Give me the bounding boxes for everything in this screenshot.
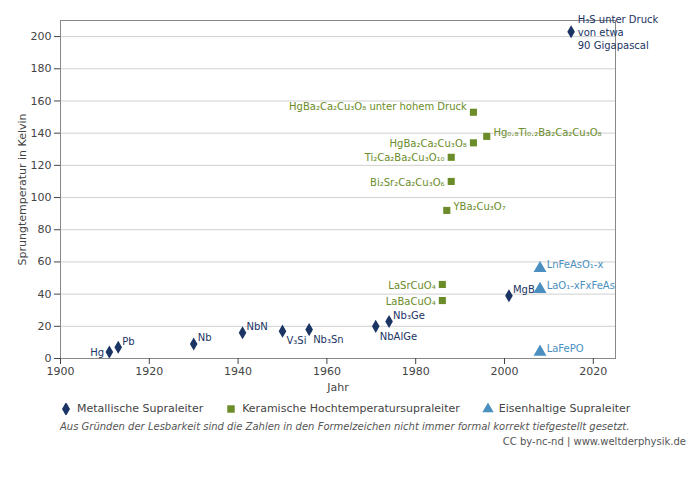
svg-text:100: 100 <box>31 191 52 204</box>
svg-text:20: 20 <box>38 320 52 333</box>
svg-text:200: 200 <box>31 30 52 43</box>
html-text:Eisenhaltige Supraleiter: Eisenhaltige Supraleiter <box>498 402 631 415</box>
svg-text:YBa₂Cu₃O₇: YBa₂Cu₃O₇ <box>452 201 505 212</box>
svg-text:LaFePO: LaFePO <box>547 343 584 354</box>
svg-text:H₃S unter Druckvon etwa90 Giga: H₃S unter Druckvon etwa90 Gigapascal <box>578 14 659 51</box>
html-text:CC by-nc-nd | www.weltderphysi: CC by-nc-nd | www.weltderphysik.de <box>502 436 686 447</box>
svg-text:Sprungtemperatur in Kelvin: Sprungtemperatur in Kelvin <box>16 113 29 265</box>
svg-text:Ti₂Ca₂Ba₂Cu₃O₁₀: Ti₂Ca₂Ba₂Cu₃O₁₀ <box>364 152 445 163</box>
svg-text:Nb: Nb <box>198 332 212 343</box>
svg-text:80: 80 <box>38 223 52 236</box>
html-text:Aus Gründen der Lesbarkeit sin: Aus Gründen der Lesbarkeit sind die Zahl… <box>60 421 630 432</box>
svg-text:Pb: Pb <box>122 336 134 347</box>
svg-text:Jahr: Jahr <box>326 381 349 394</box>
svg-text:1920: 1920 <box>135 365 163 378</box>
svg-text:2020: 2020 <box>579 365 607 378</box>
svg-text:HgBa₂Ca₂Cu₃O₈: HgBa₂Ca₂Cu₃O₈ <box>390 138 467 149</box>
svg-text:1960: 1960 <box>313 365 341 378</box>
svg-text:180: 180 <box>31 62 52 75</box>
svg-text:NbN: NbN <box>247 321 268 332</box>
svg-text:Nb₃Sn: Nb₃Sn <box>313 334 344 345</box>
svg-text:140: 140 <box>31 127 52 140</box>
svg-text:HgBa₂Ca₂Cu₃O₈ unter hohem Druc: HgBa₂Ca₂Cu₃O₈ unter hohem Druck <box>289 101 467 112</box>
svg-text:LnFeAsO₁-x: LnFeAsO₁-x <box>547 259 604 270</box>
svg-text:Hg₀.₈Ti₀.₂Ba₂Ca₂Cu₃O₈: Hg₀.₈Ti₀.₂Ba₂Ca₂Cu₃O₈ <box>493 127 601 138</box>
svg-text:Nb₃Ge: Nb₃Ge <box>393 310 425 321</box>
svg-text:LaBaCuO₄: LaBaCuO₄ <box>386 296 436 307</box>
html-text:Keramische Hochtemperatursupra: Keramische Hochtemperatursupraleiter <box>242 402 460 415</box>
svg-text:MgB: MgB <box>513 284 535 295</box>
svg-text:LaSrCuO₄: LaSrCuO₄ <box>388 280 435 291</box>
svg-text:40: 40 <box>38 288 52 301</box>
svg-text:NbAlGe: NbAlGe <box>380 331 417 342</box>
svg-text:2000: 2000 <box>491 365 519 378</box>
svg-text:1900: 1900 <box>47 365 75 378</box>
svg-text:160: 160 <box>31 94 52 107</box>
svg-text:0: 0 <box>45 352 52 365</box>
svg-text:1980: 1980 <box>402 365 430 378</box>
svg-text:60: 60 <box>38 255 52 268</box>
svg-text:Hg: Hg <box>90 347 104 358</box>
svg-text:1940: 1940 <box>224 365 252 378</box>
html-text:Metallische Supraleiter: Metallische Supraleiter <box>77 402 204 415</box>
svg-text:120: 120 <box>31 159 52 172</box>
svg-text:LaO₁-xFxFeAs: LaO₁-xFxFeAs <box>547 280 615 291</box>
svg-text:V₃Si: V₃Si <box>286 335 306 346</box>
svg-text:Bi₂Sr₂Ca₂Cu₃O₆: Bi₂Sr₂Ca₂Cu₃O₆ <box>370 177 444 188</box>
